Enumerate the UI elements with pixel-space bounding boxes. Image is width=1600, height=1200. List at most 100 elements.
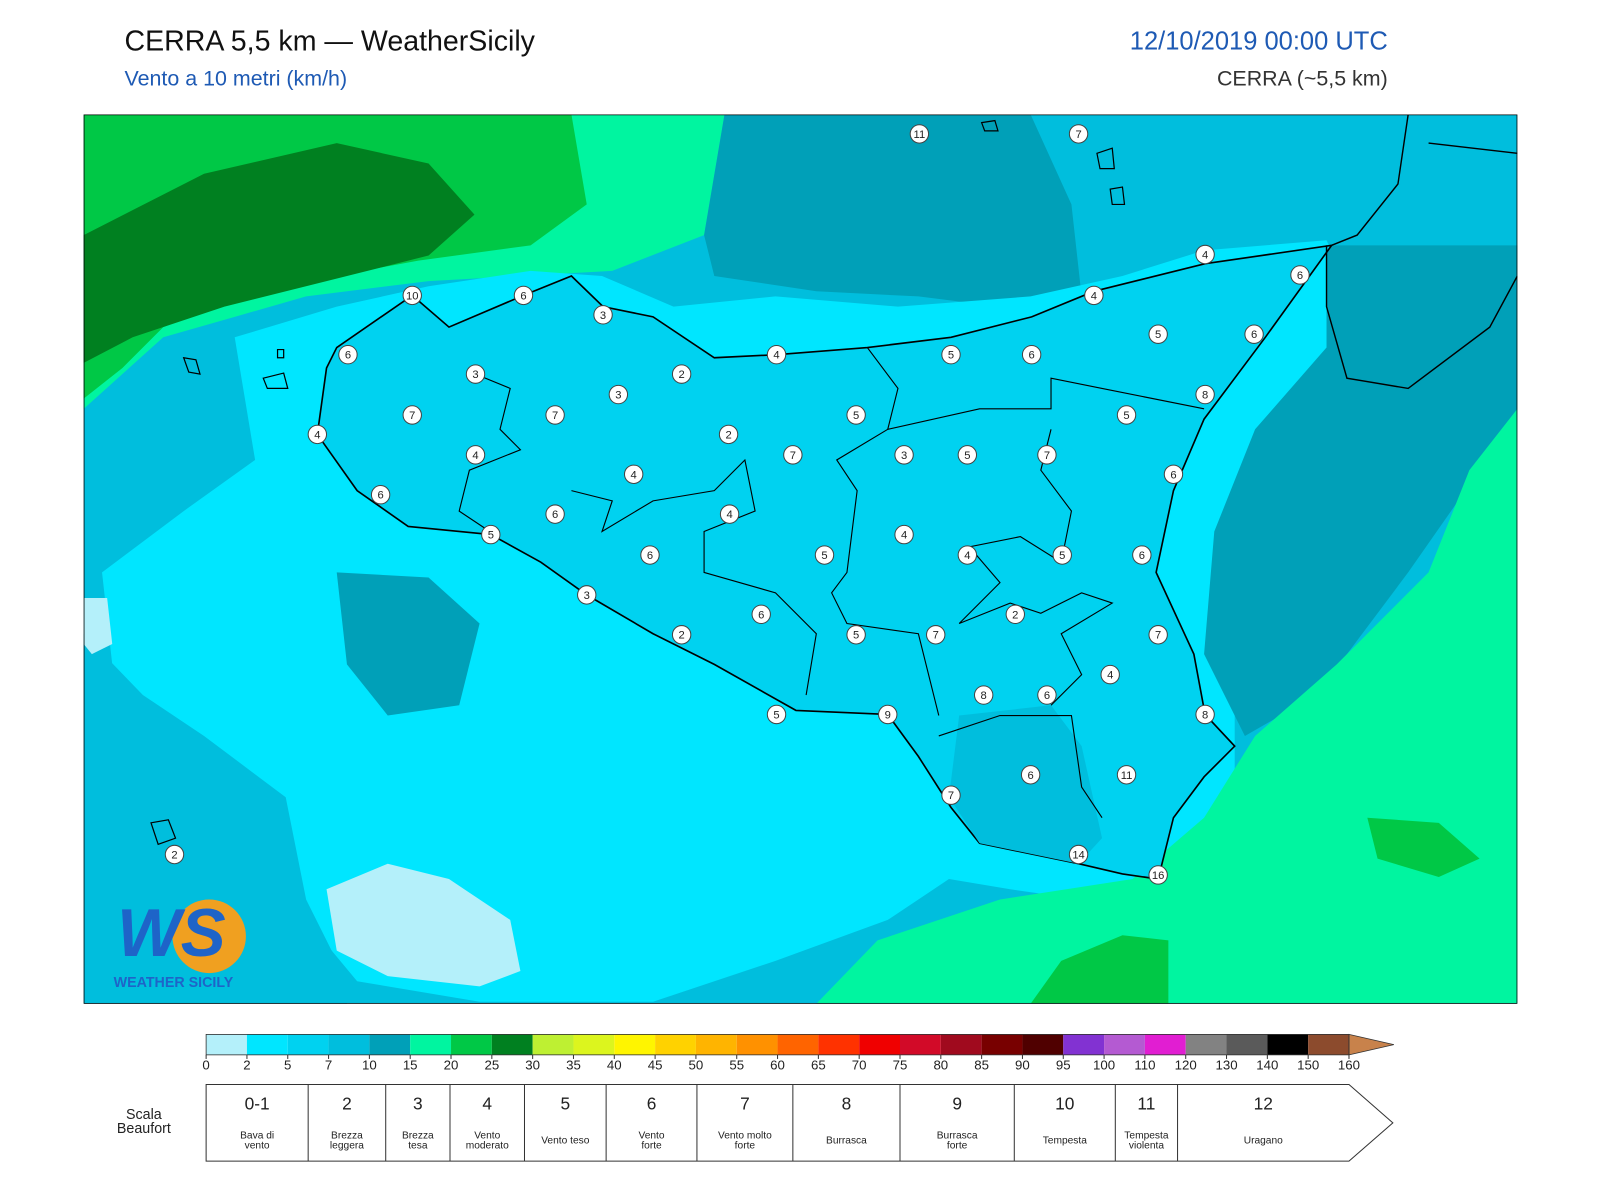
station: 8	[1195, 384, 1215, 405]
colorbar-swatch	[614, 1034, 656, 1055]
station: 6	[640, 545, 660, 565]
station: 5	[941, 344, 961, 365]
station-value: 16	[1152, 870, 1164, 882]
station-value: 4	[1091, 290, 1097, 302]
station-marker	[545, 504, 565, 524]
station-value: 6	[647, 550, 653, 562]
station-value: 4	[964, 550, 970, 562]
station-marker	[1021, 344, 1042, 365]
station: 11	[909, 124, 930, 144]
colorbar-swatch	[695, 1034, 737, 1055]
station-marker	[623, 464, 644, 484]
colorbar-swatch	[777, 1034, 819, 1055]
wind-field	[83, 114, 1518, 1004]
beaufort-force: 9	[952, 1094, 962, 1114]
station-marker	[671, 364, 692, 384]
colorbar-tick-label: 55	[729, 1058, 744, 1073]
beaufort-description: vento	[245, 1141, 270, 1152]
station-marker	[1020, 765, 1041, 785]
station-value: 6	[1139, 550, 1145, 562]
station: 5	[846, 405, 866, 425]
colorbar-swatch	[981, 1034, 1023, 1055]
colorbar-swatch	[573, 1034, 615, 1055]
colorbar-tick-label: 65	[811, 1058, 826, 1073]
station: 5	[1116, 405, 1137, 425]
beaufort-force: 7	[740, 1094, 750, 1114]
wind-zone	[83, 143, 475, 363]
colorbar-swatch	[532, 1034, 574, 1055]
station: 5	[766, 704, 787, 725]
station: 6	[1163, 464, 1184, 484]
station-value: 2	[171, 850, 177, 862]
station-value: 6	[345, 350, 351, 362]
colorbar-arrow	[1348, 1033, 1394, 1056]
colorbar-swatch	[451, 1034, 492, 1055]
colorbar-tick-label: 30	[525, 1058, 540, 1073]
station-value: 4	[1107, 670, 1113, 682]
station-marker	[481, 524, 501, 545]
beaufort-description: tesa	[408, 1141, 428, 1152]
station-value: 6	[1297, 270, 1303, 282]
station-value: 7	[409, 410, 415, 422]
station-marker	[1068, 124, 1089, 144]
islands	[150, 119, 1126, 846]
station-value: 6	[1251, 329, 1257, 341]
station: 5	[846, 625, 866, 645]
station: 16	[1148, 865, 1168, 885]
station-value: 7	[1075, 129, 1081, 141]
beaufort-force: 3	[413, 1094, 423, 1114]
colorbar-swatch	[1226, 1034, 1268, 1055]
station-marker	[1163, 464, 1184, 484]
station-value: 8	[981, 690, 987, 702]
logo: WS WEATHER SICILY	[114, 896, 246, 991]
station-marker	[894, 524, 914, 545]
station: 4	[1084, 285, 1104, 306]
station: 7	[783, 445, 803, 465]
station-value: 7	[552, 410, 558, 422]
station-marker	[593, 305, 613, 325]
calabria-coast	[1331, 114, 1518, 246]
station: 6	[1037, 685, 1057, 705]
station: 6	[1244, 324, 1264, 344]
beaufort-force: 2	[342, 1094, 352, 1114]
station: 7	[941, 785, 961, 805]
station-value: 5	[1123, 410, 1129, 422]
colorbar-tick-label: 75	[893, 1058, 908, 1073]
station: 2	[1005, 604, 1025, 625]
beaufort-description: Uragano	[1244, 1135, 1283, 1146]
station: 5	[481, 524, 501, 545]
station: 5	[814, 545, 835, 565]
colorbar-tick-label: 10	[362, 1058, 377, 1073]
station: 6	[1290, 265, 1310, 285]
station-marker	[402, 285, 422, 306]
beaufort-force: 11	[1137, 1094, 1155, 1114]
station-marker	[766, 344, 787, 365]
station: 5	[957, 445, 978, 465]
station: 9	[878, 704, 898, 725]
station-value: 6	[520, 290, 526, 302]
station: 7	[1037, 445, 1057, 465]
colorbar: 0 2 5 7 10 15 20 25 30 35 40 45 50 55 60 65 70 75 80 85 90 95…	[202, 1033, 1394, 1073]
station-marker	[957, 545, 978, 565]
station-value: 4	[631, 469, 637, 481]
colorbar-tick-label: 25	[484, 1058, 499, 1073]
station: 4	[307, 424, 328, 445]
station-marker	[402, 405, 422, 425]
station-value: 8	[1202, 709, 1208, 721]
wind-zone	[1030, 935, 1169, 1004]
station: 3	[465, 364, 486, 384]
station: 8	[973, 685, 994, 705]
station-value: 3	[472, 369, 478, 381]
station-value: 2	[679, 630, 685, 642]
colorbar-tick-label: 160	[1338, 1058, 1360, 1073]
station: 7	[402, 405, 422, 425]
colorbar-tick-label: 60	[770, 1058, 785, 1073]
colorbar-tick-label: 2	[243, 1058, 250, 1073]
province-borders	[458, 347, 1205, 819]
colorbar-tick-label: 150	[1297, 1058, 1319, 1073]
wind-zone	[336, 572, 480, 716]
station-value: 6	[1029, 350, 1035, 362]
colorbar-tick-label: 15	[403, 1058, 418, 1073]
